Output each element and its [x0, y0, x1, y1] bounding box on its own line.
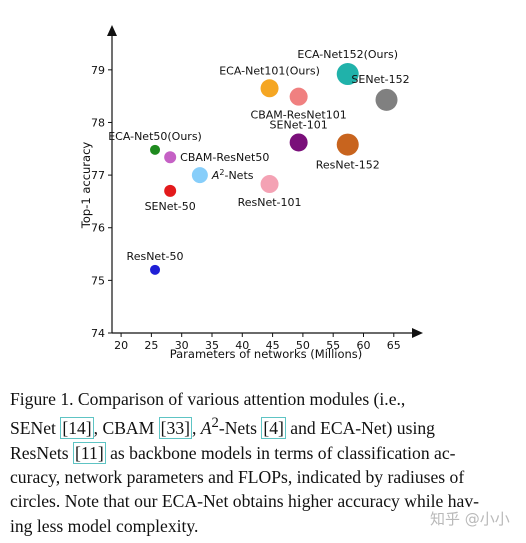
- data-label: SENet-101: [270, 118, 328, 131]
- x-tick-label: 25: [144, 339, 158, 352]
- y-tick-label: 79: [91, 64, 105, 77]
- caption-math: A: [200, 418, 212, 439]
- scatter-chart: 20 25 30 35 40 45 50 55 60 65 74 75 76 77 78 79 ResNet…: [79, 25, 423, 361]
- y-axis-arrow-icon: [107, 25, 117, 36]
- data-label: ECA-Net152(Ours): [297, 48, 398, 61]
- data-point: [150, 144, 161, 155]
- x-tick-label: 30: [175, 339, 189, 352]
- y-tick-label: 74: [91, 327, 105, 340]
- citation-link[interactable]: [14]: [60, 417, 94, 440]
- data-point: [289, 133, 308, 152]
- figure-caption: Figure 1. Comparison of various attentio…: [10, 387, 504, 538]
- x-tick-label: 60: [356, 339, 370, 352]
- y-ticks: 74 75 76 77 78 79: [91, 64, 112, 340]
- x-axis-label: Parameters of networks (Millions): [170, 347, 363, 361]
- caption-text: SENet: [10, 418, 61, 439]
- data-point: [150, 264, 161, 275]
- citation-link[interactable]: [4]: [261, 417, 286, 440]
- x-tick-label: 55: [326, 339, 340, 352]
- x-tick-label: 65: [387, 339, 401, 352]
- data-label: CBAM-ResNet101: [251, 109, 347, 122]
- data-label: ResNet-101: [238, 196, 302, 209]
- data-label: ResNet-50: [127, 250, 184, 263]
- data-point: [260, 79, 279, 98]
- x-ticks: 20 25 30 35 40 45 50 55 60 65: [114, 333, 401, 352]
- point-labels: ResNet-50 SENet-50 ECA-Net50(Ours) CBAM-Res…: [108, 48, 409, 263]
- y-axis-label: Top-1 accuracy: [79, 142, 93, 230]
- data-point: [336, 133, 359, 156]
- data-point: [336, 63, 359, 86]
- x-tick-label: 20: [114, 339, 128, 352]
- data-label: SENet-152: [351, 73, 409, 86]
- caption-line-6: ing less model complexity.: [10, 515, 199, 536]
- caption-text: -Nets: [218, 418, 262, 439]
- x-tick-label: 50: [296, 339, 310, 352]
- x-tick-label: 35: [205, 339, 219, 352]
- data-point: [164, 151, 177, 164]
- watermark: 知乎 @小小: [430, 510, 510, 528]
- caption-text: ,: [191, 418, 201, 439]
- data-point: [289, 87, 308, 106]
- data-label: ECA-Net101(Ours): [219, 64, 320, 77]
- y-tick-label: 77: [91, 169, 105, 182]
- y-tick-label: 78: [91, 116, 105, 129]
- axes: [107, 25, 423, 338]
- x-tick-label: 45: [266, 339, 280, 352]
- data-label: ECA-Net50(Ours): [108, 130, 202, 143]
- data-label: CBAM-ResNet50: [180, 151, 269, 164]
- data-points: [150, 63, 398, 275]
- caption-math-sup: 2: [211, 415, 219, 432]
- citation-link[interactable]: [33]: [158, 417, 192, 440]
- x-tick-label: 40: [235, 339, 249, 352]
- data-point: [191, 167, 208, 184]
- caption-text: ResNets: [10, 442, 74, 463]
- x-axis-arrow-icon: [412, 328, 423, 338]
- data-label: ResNet-152: [316, 159, 380, 172]
- caption-line-4: curacy, network parameters and FLOPs, in…: [10, 467, 465, 488]
- caption-line-5: circles. Note that our ECA-Net obtains h…: [10, 491, 479, 512]
- data-label: SENet-50: [145, 200, 196, 213]
- y-tick-label: 76: [91, 222, 105, 235]
- caption-line-1: Figure 1. Comparison of various attentio…: [10, 389, 406, 409]
- caption-text: , CBAM: [93, 418, 159, 439]
- data-point: [375, 88, 398, 111]
- citation-link[interactable]: [11]: [73, 441, 106, 464]
- data-label: A2-Nets: [211, 168, 254, 182]
- y-tick-label: 75: [91, 274, 105, 287]
- data-point: [260, 175, 279, 194]
- data-point: [164, 184, 177, 197]
- caption-text: and ECA-Net) using: [285, 418, 435, 439]
- caption-text: as backbone models in terms of classific…: [105, 442, 456, 463]
